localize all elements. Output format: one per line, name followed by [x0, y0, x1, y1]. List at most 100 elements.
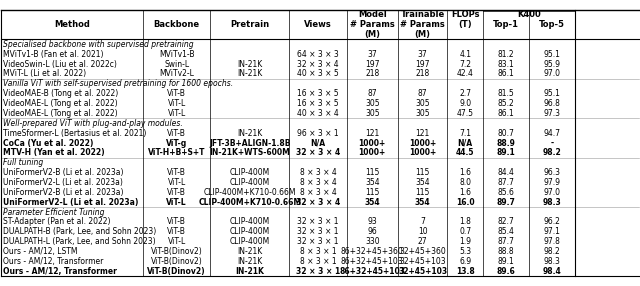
Text: 81.2: 81.2	[498, 50, 515, 59]
Text: 95.1: 95.1	[543, 89, 561, 98]
Text: 7.2: 7.2	[460, 59, 471, 69]
Text: ViT-B: ViT-B	[167, 129, 186, 138]
Text: Model: Model	[358, 10, 387, 19]
Text: Top-1: Top-1	[493, 20, 519, 29]
Text: 121: 121	[365, 129, 380, 138]
Text: 97.0: 97.0	[543, 69, 561, 78]
Text: 354: 354	[364, 198, 380, 207]
Text: 1000+: 1000+	[358, 138, 386, 148]
Text: CLIP-400M+K710-0.66M: CLIP-400M+K710-0.66M	[204, 188, 296, 197]
Text: DUALPATH-L (Park, Lee, and Sohn 2023): DUALPATH-L (Park, Lee, and Sohn 2023)	[3, 237, 156, 246]
Text: 115: 115	[415, 168, 430, 177]
Text: 97.1: 97.1	[543, 227, 561, 236]
Text: 32 × 3 × 4: 32 × 3 × 4	[297, 59, 339, 69]
Text: 42.4: 42.4	[457, 69, 474, 78]
Text: 8 × 3 × 1: 8 × 3 × 1	[300, 257, 337, 266]
Text: 218: 218	[415, 69, 429, 78]
Text: 47.5: 47.5	[457, 109, 474, 118]
Text: N/A: N/A	[458, 138, 473, 148]
Text: 88.8: 88.8	[498, 247, 515, 256]
Text: 86+32+45+360: 86+32+45+360	[341, 247, 404, 256]
Text: IN-21K: IN-21K	[237, 129, 262, 138]
Text: ViT-B: ViT-B	[167, 217, 186, 227]
Text: IN-21K: IN-21K	[236, 267, 264, 276]
Text: MViTv1-B: MViTv1-B	[159, 50, 195, 59]
Text: 10: 10	[418, 227, 428, 236]
Text: 98.3: 98.3	[543, 257, 561, 266]
Text: Parameter Efficient Tuning: Parameter Efficient Tuning	[3, 208, 104, 217]
Text: CLIP-400M: CLIP-400M	[230, 178, 270, 187]
Text: 6.9: 6.9	[460, 257, 471, 266]
Text: 97.9: 97.9	[543, 178, 561, 187]
Text: 7.1: 7.1	[460, 129, 471, 138]
Text: 32+45+360: 32+45+360	[399, 247, 446, 256]
Text: FLOPs: FLOPs	[451, 10, 479, 19]
Text: 98.2: 98.2	[543, 247, 561, 256]
Text: 89.6: 89.6	[497, 267, 515, 276]
Text: 305: 305	[415, 99, 430, 108]
Text: CoCa (Yu et al. 2022): CoCa (Yu et al. 2022)	[3, 138, 93, 148]
Text: 9.0: 9.0	[460, 99, 471, 108]
Text: 8 × 3 × 1: 8 × 3 × 1	[300, 247, 337, 256]
Text: 87: 87	[367, 89, 377, 98]
Text: CLIP-400M+K710-0.66M: CLIP-400M+K710-0.66M	[198, 198, 301, 207]
Text: IN-21K+WTS-600M: IN-21K+WTS-600M	[209, 148, 291, 157]
Text: 7: 7	[420, 217, 425, 227]
Text: 89.1: 89.1	[497, 148, 515, 157]
Text: 354: 354	[415, 178, 430, 187]
Text: 86+32+45+103: 86+32+45+103	[341, 257, 404, 266]
Text: 16 × 3 × 5: 16 × 3 × 5	[297, 99, 339, 108]
Text: 5.3: 5.3	[460, 247, 471, 256]
Text: 87.7: 87.7	[498, 237, 515, 246]
Text: ViT-B: ViT-B	[167, 188, 186, 197]
Text: Swin-L: Swin-L	[164, 59, 189, 69]
Text: # Params: # Params	[400, 20, 445, 29]
Text: 84.4: 84.4	[498, 168, 515, 177]
Text: 354: 354	[365, 178, 380, 187]
Text: MViT-L (Li et al. 2022): MViT-L (Li et al. 2022)	[3, 69, 86, 78]
Text: Ours - AM/12, LSTM: Ours - AM/12, LSTM	[3, 247, 77, 256]
Text: IN-21K: IN-21K	[237, 59, 262, 69]
Text: MViTv1-B (Fan et al. 2021): MViTv1-B (Fan et al. 2021)	[3, 50, 103, 59]
Text: (T): (T)	[458, 20, 472, 29]
Text: ViT-H+B+S+T: ViT-H+B+S+T	[148, 148, 205, 157]
Text: N/A: N/A	[310, 138, 326, 148]
Text: 305: 305	[415, 109, 430, 118]
Text: 96: 96	[367, 227, 377, 236]
Text: VideoSwin-L (Liu et al. 2022c): VideoSwin-L (Liu et al. 2022c)	[3, 59, 116, 69]
Text: -: -	[550, 138, 554, 148]
Text: 1.8: 1.8	[460, 217, 471, 227]
Text: Ours - AM/12, Transformer: Ours - AM/12, Transformer	[3, 257, 103, 266]
Text: 1.9: 1.9	[460, 237, 471, 246]
Text: ViT-B(Dinov2): ViT-B(Dinov2)	[151, 247, 202, 256]
Text: ViT-L: ViT-L	[168, 178, 186, 187]
Text: 1.6: 1.6	[460, 168, 471, 177]
Text: 96 × 3 × 1: 96 × 3 × 1	[297, 129, 339, 138]
Text: CLIP-400M: CLIP-400M	[230, 217, 270, 227]
Text: 96.8: 96.8	[543, 99, 561, 108]
Text: # Params: # Params	[350, 20, 395, 29]
Text: 2.7: 2.7	[460, 89, 471, 98]
Text: 37: 37	[367, 50, 377, 59]
Text: TimeSformer-L (Bertasius et al. 2021): TimeSformer-L (Bertasius et al. 2021)	[3, 129, 146, 138]
Text: (M): (M)	[364, 30, 380, 39]
Text: 89.1: 89.1	[498, 257, 515, 266]
Text: 330: 330	[365, 237, 380, 246]
Text: 86.1: 86.1	[498, 109, 515, 118]
Text: UniFormerV2-L (Li et al. 2023a): UniFormerV2-L (Li et al. 2023a)	[3, 198, 138, 207]
Text: Full tuning: Full tuning	[3, 158, 43, 167]
Text: Well-prepared ViT with plug-and-play modules.: Well-prepared ViT with plug-and-play mod…	[3, 119, 182, 128]
Text: CLIP-400M: CLIP-400M	[230, 227, 270, 236]
Text: 81.5: 81.5	[498, 89, 515, 98]
Text: ViT-L: ViT-L	[166, 198, 187, 207]
Text: 87: 87	[418, 89, 428, 98]
Text: CLIP-400M: CLIP-400M	[230, 237, 270, 246]
Text: 8 × 3 × 4: 8 × 3 × 4	[300, 178, 337, 187]
Text: UniFormerV2-B (Li et al. 2023a): UniFormerV2-B (Li et al. 2023a)	[3, 168, 123, 177]
Text: 32 × 3 × 1: 32 × 3 × 1	[298, 217, 339, 227]
Text: Vanilla ViT with self-supervised pretraining for 1600 epochs.: Vanilla ViT with self-supervised pretrai…	[3, 79, 233, 88]
Text: Trainable: Trainable	[401, 10, 445, 19]
Text: 98.3: 98.3	[543, 198, 561, 207]
Text: MTV-H (Yan et al. 2022): MTV-H (Yan et al. 2022)	[3, 148, 104, 157]
Text: K400: K400	[517, 10, 541, 19]
